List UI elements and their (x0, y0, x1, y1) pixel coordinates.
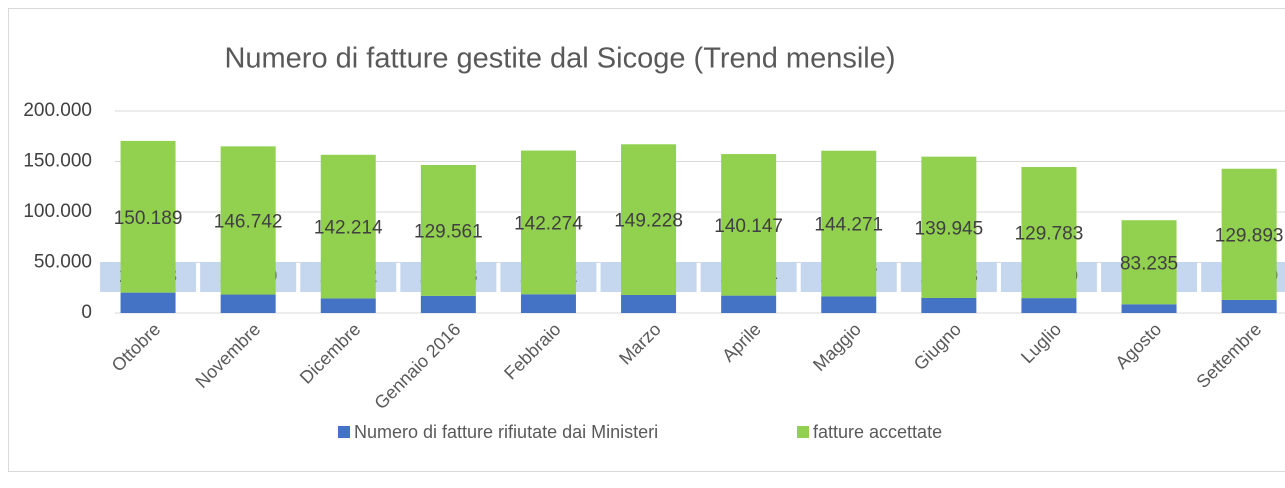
y-tick-label: 200.000 (23, 100, 92, 121)
bar (721, 295, 777, 313)
value-label: 142.274 (514, 213, 583, 234)
y-tick-label: 150.000 (23, 151, 92, 172)
bar (220, 146, 276, 295)
bar (921, 156, 977, 298)
legend-swatch (338, 426, 350, 438)
value-label: 139.945 (915, 218, 984, 239)
bar (1121, 304, 1177, 313)
bar (921, 297, 977, 313)
value-label: 129.893 (1215, 225, 1284, 246)
bar (1221, 299, 1277, 313)
bar (120, 292, 176, 313)
value-label: 150.189 (114, 208, 183, 229)
bar (621, 295, 677, 313)
y-tick-label: 100.000 (23, 201, 92, 222)
value-label: 140.147 (714, 216, 783, 237)
bar (420, 295, 476, 313)
legend-swatch (797, 426, 809, 438)
legend-label: Numero di fatture rifiutate dai Minister… (354, 422, 658, 442)
legend-label: fatture accettate (813, 422, 942, 442)
bar (520, 150, 576, 295)
bar (1021, 167, 1077, 299)
bar (1121, 220, 1177, 305)
y-tick-label: 0 (81, 302, 92, 323)
y-tick-label: 50.000 (34, 252, 92, 273)
bar (420, 165, 476, 296)
bar (1221, 168, 1277, 300)
bar (621, 144, 677, 296)
value-label: 142.214 (314, 218, 383, 239)
value-label: 144.271 (814, 215, 883, 236)
bar (120, 140, 176, 293)
value-label: 149.228 (614, 211, 683, 232)
value-label: 83.235 (1120, 253, 1178, 274)
bar (1021, 298, 1077, 313)
bar (220, 294, 276, 313)
bar (320, 154, 376, 299)
value-label: 146.742 (214, 211, 283, 232)
bar (821, 150, 877, 297)
bar (821, 296, 877, 313)
value-label: 129.783 (1015, 224, 1084, 245)
bar (520, 294, 576, 313)
chart-title: Numero di fatture gestite dal Sicoge (Tr… (224, 43, 895, 75)
bar (721, 154, 777, 296)
value-label: 129.561 (414, 221, 483, 242)
bar (320, 298, 376, 313)
